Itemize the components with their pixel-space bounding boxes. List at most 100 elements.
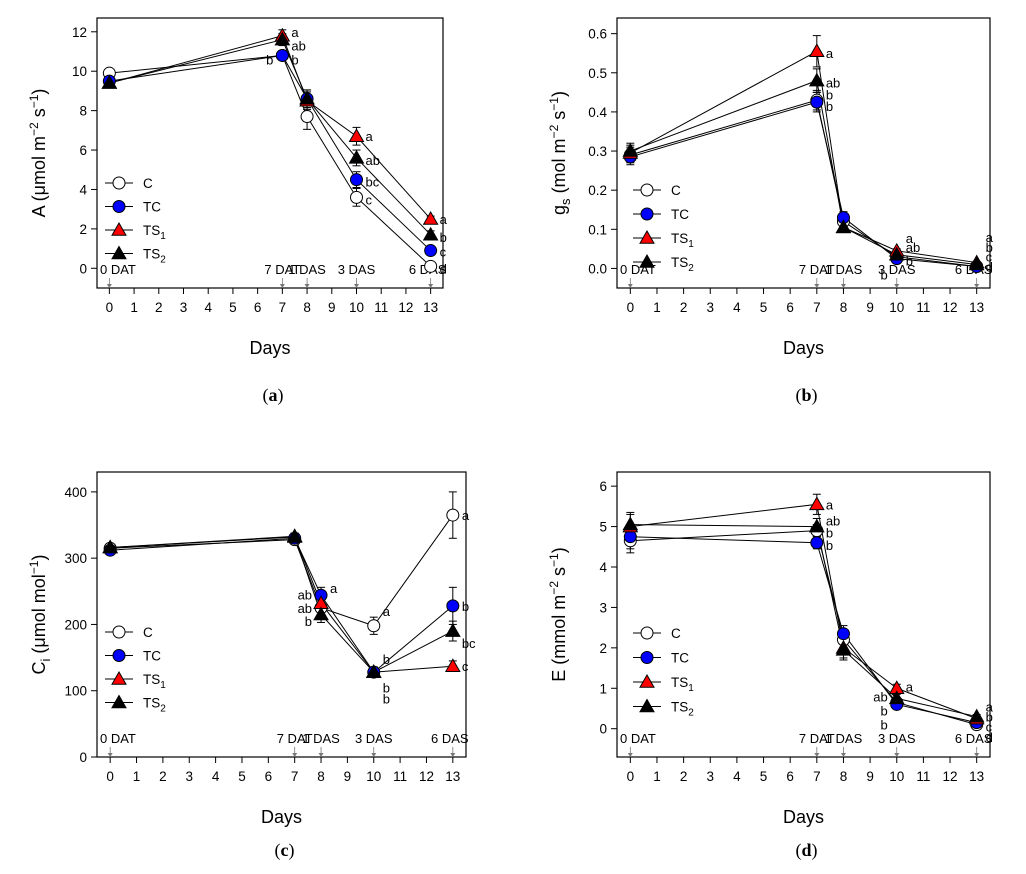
legend-text: TS [143, 672, 160, 687]
data-point-TS2 [888, 690, 905, 705]
panel-label-close: ) [278, 385, 284, 406]
plot-frame [96, 471, 467, 758]
significance-letter: b [881, 718, 888, 733]
data-point-TS2 [968, 708, 985, 723]
significance-letter: b [881, 704, 888, 719]
x-tick-label: 8 [840, 300, 848, 315]
y-tick-label: 0.1 [588, 222, 607, 237]
panel-label: (d) [795, 840, 817, 861]
significance-letter: ab [298, 601, 312, 616]
ylabel-unit: (mol m [549, 138, 569, 198]
data-point-TC [810, 536, 824, 550]
panel-label: (b) [795, 385, 817, 406]
y-tick-label: 200 [64, 617, 87, 632]
legend-label-C: C [143, 625, 153, 640]
data-point-TS2 [808, 72, 825, 87]
data-point-TS2 [286, 528, 303, 543]
series-line-TS2 [110, 535, 454, 673]
data-point-TC [836, 627, 850, 641]
data-point-TS2 [444, 623, 461, 637]
y-tick-label: 5 [599, 520, 607, 535]
data-point-TS2 [808, 518, 825, 533]
x-axis-label: Days [783, 807, 824, 827]
ylabel-mid: s [549, 111, 569, 125]
x-tick-label: 12 [419, 769, 434, 784]
legend-marker-TS1 [639, 229, 655, 244]
data-point-TS2 [622, 516, 639, 531]
x-tick-label: 13 [445, 769, 460, 784]
data-point-TS2 [274, 31, 291, 46]
significance-letter: b [826, 538, 833, 553]
annotation-arrowhead [106, 284, 112, 288]
legend-marker-TS2 [639, 253, 655, 268]
significance-letter: c [366, 192, 373, 207]
x-tick-label: 2 [680, 769, 688, 784]
panel-label-letter: b [801, 385, 811, 405]
timepoint-annotation: 7 DAT [277, 731, 313, 746]
annotation-arrowhead [107, 753, 113, 757]
data-point-TC [424, 244, 438, 258]
data-point-TC [446, 599, 460, 613]
y-tick-label: 4 [599, 560, 607, 575]
panel-label-open: ( [275, 840, 281, 861]
ylabel-superscript: −1 [547, 97, 561, 111]
y-tick-label: 8 [79, 104, 87, 119]
annotation-arrowhead [840, 753, 846, 757]
x-tick-label: 11 [916, 300, 930, 315]
significance-letter: d [986, 259, 993, 274]
significance-letter: b [383, 652, 390, 667]
x-tick-label: 8 [317, 769, 325, 784]
significance-letter: b [266, 52, 273, 67]
data-point-TS2 [622, 143, 639, 157]
annotation-arrowhead [354, 284, 359, 288]
annotation-arrowhead [974, 284, 980, 288]
timepoint-annotation: 6 DAS [431, 731, 469, 746]
significance-letter: a [462, 508, 470, 523]
y-tick-label: 0.3 [588, 144, 607, 159]
ylabel-superscript: −1 [27, 560, 41, 574]
y-tick-label: 0.6 [588, 27, 607, 42]
panel-label: (a) [263, 385, 284, 406]
y-tick-label: 6 [599, 479, 607, 494]
x-tick-label: 6 [265, 769, 273, 784]
legend-text: TC [671, 207, 689, 222]
legend-text: TS [671, 700, 688, 715]
legend-marker-C [112, 625, 126, 639]
data-point-TS2 [299, 90, 315, 105]
legend-text: C [143, 176, 153, 191]
significance-letter: ab [366, 153, 380, 168]
x-tick-label: 9 [866, 769, 874, 784]
legend-marker-TS2 [639, 698, 655, 713]
series-line-C [110, 514, 454, 627]
ylabel-superscript: −1 [27, 94, 41, 108]
timepoint-annotation: 3 DAS [878, 262, 916, 277]
x-tick-label: 0 [627, 300, 635, 315]
data-point-C [350, 190, 363, 204]
panel-label-close: ) [812, 840, 818, 861]
data-point-C [424, 259, 438, 273]
significance-letter: a [986, 699, 994, 714]
legend-subscript: 1 [688, 239, 694, 250]
x-tick-label: 1 [130, 300, 138, 315]
legend-text: TS [143, 247, 160, 262]
x-tick-label: 5 [238, 769, 246, 784]
data-point-TS1 [808, 43, 825, 58]
ylabel-subscript: s [558, 198, 573, 205]
y-tick-label: 4 [79, 182, 87, 197]
legend-marker-TS1 [639, 673, 655, 688]
annotation-arrowhead [292, 753, 298, 757]
y-tick-label: 1 [599, 681, 607, 696]
timepoint-annotation: 0 DAT [100, 731, 136, 746]
data-point-TS2 [835, 641, 852, 656]
timepoint-annotation: 3 DAS [878, 731, 916, 746]
legend-marker-C [112, 176, 126, 190]
legend-subscript: 1 [160, 231, 166, 242]
y-tick-label: 2 [79, 222, 87, 237]
y-axis-label: A (μmol m−2 s−1) [27, 89, 49, 218]
legend-marker-TC [112, 649, 126, 662]
significance-letter: b [986, 240, 993, 255]
significance-letter: b [906, 254, 913, 269]
y-tick-label: 300 [64, 551, 87, 566]
x-tick-label: 3 [706, 769, 714, 784]
